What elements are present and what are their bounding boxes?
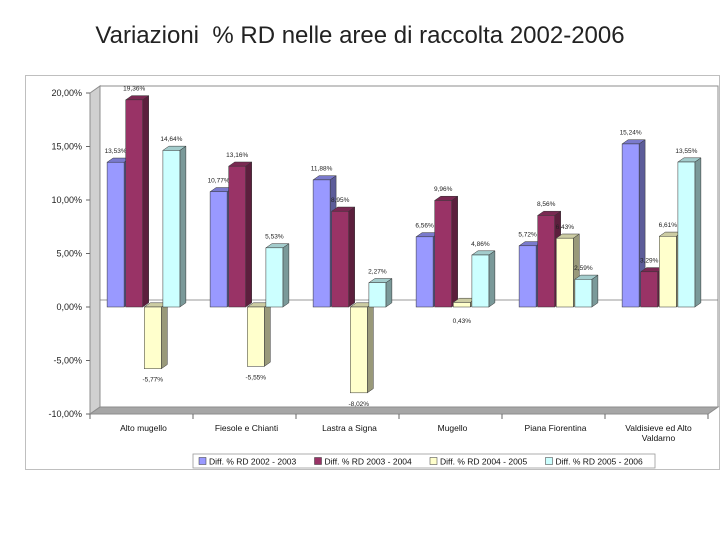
bar (265, 247, 284, 308)
bar-side (694, 157, 702, 308)
legend-swatch (314, 457, 322, 465)
data-label: 4,86% (471, 241, 490, 248)
bar (144, 306, 162, 369)
data-label: 6,61% (659, 222, 678, 229)
data-label: 10,77% (208, 178, 230, 185)
y-tick-label: -10,00% (48, 409, 82, 419)
bar (659, 236, 677, 308)
data-label: 6,56% (415, 223, 434, 230)
data-label: 8,95% (331, 197, 350, 204)
data-label: 2,27% (368, 269, 387, 276)
category-label: Mugello (438, 423, 468, 433)
category-label: Valdisieve ed Alto (625, 423, 692, 433)
chart-title: Variazioni % RD nelle aree di raccolta 2… (95, 22, 625, 49)
data-label: 11,88% (311, 166, 333, 173)
bar (537, 215, 555, 308)
legend-label: Diff. % RD 2002 - 2003 (209, 457, 297, 467)
legend-swatch (545, 457, 553, 465)
data-label: 19,36% (123, 86, 145, 93)
y-tick-label: 0,00% (56, 302, 82, 312)
data-label: 9,96% (434, 186, 453, 193)
bar-side (591, 274, 599, 308)
bar (331, 210, 349, 308)
data-label: 13,53% (105, 148, 127, 155)
bar (209, 191, 228, 308)
y-tick-label: 10,00% (51, 195, 82, 205)
data-label: -8,02% (348, 401, 369, 408)
bar (621, 143, 640, 308)
legend-swatch (429, 457, 438, 465)
category-label: Lastra a Signa (322, 423, 377, 433)
bar (368, 282, 387, 308)
bar-side (245, 161, 252, 308)
data-label: 8,56% (537, 201, 556, 208)
category-label: Alto mugello (120, 423, 167, 433)
legend-label: Diff. % RD 2005 - 2006 (556, 457, 644, 467)
y-tick-label: 20,00% (51, 88, 82, 98)
bar-side (264, 302, 271, 367)
legend-swatch (198, 457, 207, 465)
bar (125, 99, 143, 308)
bar (247, 306, 265, 367)
bar (350, 306, 368, 394)
data-label: -5,55% (245, 374, 266, 381)
chart-svg: 20,00% 15,00% 10,00% 5,00% 0,00% -5,00% -10,00… (25, 75, 720, 470)
data-label: 3,29% (640, 258, 659, 265)
category-label: Fiesole e Chianti (215, 423, 278, 433)
bar (415, 236, 434, 308)
bar (556, 237, 574, 308)
bar-side (367, 302, 374, 394)
bar-side (451, 195, 458, 308)
bar (434, 200, 452, 308)
plot-floor (88, 406, 720, 415)
y-tick-label: 15,00% (51, 142, 82, 152)
legend-label: Diff. % RD 2004 - 2005 (440, 457, 528, 467)
chart-area: 20,00% 15,00% 10,00% 5,00% 0,00% -5,00% -10,00… (25, 75, 720, 470)
data-label: 5,53% (265, 234, 284, 241)
data-label: 6,43% (556, 224, 575, 231)
bar-side (385, 278, 393, 308)
bar-side (282, 243, 290, 308)
bar-side (488, 250, 496, 308)
bar-side (348, 206, 355, 308)
bar (574, 279, 593, 308)
bar (312, 179, 331, 308)
data-label: 5,72% (518, 232, 537, 239)
y-tick-label: 5,00% (56, 249, 82, 259)
bar-side (179, 145, 187, 308)
bar-side (142, 95, 149, 308)
bar (106, 161, 125, 308)
bar (677, 161, 696, 308)
data-label: 13,16% (226, 152, 248, 159)
y-tick-label: -5,00% (53, 356, 82, 366)
data-label: 2,59% (574, 265, 593, 272)
bar (640, 271, 658, 308)
bar (162, 150, 181, 308)
data-label: -5,77% (142, 377, 163, 384)
category-label: Piana Fiorentina (525, 423, 587, 433)
bar (518, 245, 537, 308)
bar (453, 302, 471, 308)
bar (228, 165, 246, 308)
bar-side (161, 302, 168, 370)
data-label: 15,24% (620, 130, 642, 137)
data-label: 14,64% (160, 136, 182, 143)
data-label: 13,55% (675, 148, 697, 155)
bar (471, 254, 490, 308)
data-label: 0,43% (453, 318, 472, 325)
category-label: Valdarno (642, 433, 676, 443)
plot-side-wall (89, 85, 101, 415)
legend-box (192, 453, 656, 469)
legend-label: Diff. % RD 2003 - 2004 (325, 457, 413, 467)
